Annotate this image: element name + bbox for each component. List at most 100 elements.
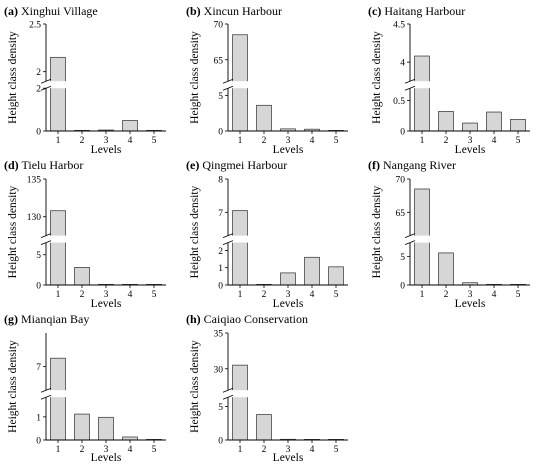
y-tick-label: 1 — [36, 413, 41, 423]
y-tick-label: 135 — [27, 176, 42, 186]
x-tick-label: 1 — [420, 290, 425, 300]
axis-break-gap — [38, 81, 72, 89]
x-tick-label: 2 — [444, 290, 449, 300]
x-tick-label: 5 — [516, 136, 521, 146]
panel-letter: (h) — [186, 312, 201, 326]
x-tick-label: 5 — [334, 290, 339, 300]
panel-title: (b) Xincun Harbour — [186, 4, 282, 18]
y-axis-title: Height class density — [371, 31, 383, 124]
panel-name: Caiqiao Conservation — [201, 312, 308, 326]
axis-break-gap — [220, 390, 254, 398]
x-axis-title: Levels — [91, 144, 122, 156]
x-tick-label: 2 — [80, 136, 85, 146]
y-tick-label: 2 — [36, 68, 41, 78]
x-tick-label: 3 — [104, 290, 109, 300]
y-tick-label: 0 — [36, 128, 41, 138]
chart-panel-e: (e) Qingmei Harbour 1 2 3 4 5 0 1 2 7 8 Levels Heigh… — [186, 158, 348, 310]
bar — [438, 252, 454, 286]
y-tick-label: 0 — [218, 282, 223, 292]
bar — [328, 266, 344, 286]
y-tick-label: 4.5 — [393, 21, 405, 31]
panel-letter: (g) — [4, 312, 18, 326]
bar — [122, 120, 138, 132]
x-tick-label: 4 — [310, 290, 315, 300]
x-tick-label: 1 — [238, 445, 243, 455]
y-axis-title: Height class density — [189, 185, 201, 278]
y-tick-label: 1 — [218, 264, 223, 274]
y-tick-label: 30 — [214, 365, 224, 375]
y-tick-label: 5 — [218, 403, 223, 413]
bar — [232, 364, 248, 441]
x-axis-title: Levels — [273, 144, 304, 156]
bar — [50, 210, 66, 286]
panel-letter: (b) — [186, 4, 201, 18]
panel-title: (d) Tielu Harbor — [4, 158, 83, 172]
x-tick-label: 1 — [56, 445, 61, 455]
panel-name: Nangang River — [380, 158, 456, 172]
x-tick-label: 3 — [286, 136, 291, 146]
y-axis-title: Height class density — [189, 340, 201, 433]
axis-break-gap — [220, 81, 254, 89]
bar — [50, 56, 66, 132]
x-tick-label: 2 — [444, 136, 449, 146]
x-tick-label: 2 — [262, 445, 267, 455]
panel-letter: (f) — [368, 158, 380, 172]
chart-panel-g: (g) Mianqian Bay 1 2 3 4 5 0 1 7 Levels Height cla… — [4, 312, 166, 464]
panel-name: Xinghui Village — [18, 4, 98, 18]
bar — [510, 118, 526, 132]
x-tick-label: 4 — [128, 136, 133, 146]
bar — [122, 436, 138, 441]
x-tick-label: 5 — [152, 136, 157, 146]
x-tick-label: 4 — [310, 136, 315, 146]
panel-letter: (a) — [4, 4, 18, 18]
y-tick-label: 70 — [214, 21, 224, 31]
bar — [280, 272, 296, 286]
panel-name: Xincun Harbour — [201, 4, 282, 18]
bar — [462, 122, 478, 132]
x-tick-label: 2 — [80, 290, 85, 300]
x-axis-title: Levels — [455, 298, 486, 310]
x-tick-label: 4 — [128, 290, 133, 300]
y-tick-label: 130 — [27, 213, 42, 223]
y-tick-label: 70 — [396, 176, 406, 186]
bar — [486, 111, 502, 132]
panel-title: (e) Qingmei Harbour — [186, 158, 287, 172]
axis-break-gap — [402, 235, 436, 243]
x-tick-label: 4 — [128, 445, 133, 455]
y-tick-label: 0 — [218, 128, 223, 138]
y-tick-label: 65 — [396, 209, 406, 219]
panel-title: (f) Nangang River — [368, 158, 456, 172]
x-tick-label: 5 — [152, 290, 157, 300]
x-tick-label: 1 — [56, 290, 61, 300]
panel-title: (g) Mianqian Bay — [4, 312, 89, 326]
axis-break-gap — [402, 81, 436, 89]
y-tick-label: 4 — [400, 59, 405, 69]
y-tick-label: 2.5 — [29, 21, 41, 31]
bar — [50, 357, 66, 441]
x-axis-title: Levels — [91, 452, 122, 464]
bar — [74, 413, 90, 441]
chart-panel-h: (h) Caiqiao Conservation 1 2 3 4 5 0 5 30 35 Level… — [186, 312, 348, 464]
y-tick-label: 2 — [218, 247, 223, 257]
x-tick-label: 5 — [152, 445, 157, 455]
y-tick-label: 8 — [218, 176, 223, 186]
y-tick-label: 0 — [218, 437, 223, 447]
y-tick-label: 65 — [214, 56, 224, 66]
chart-panel-c: (c) Haitang Harbour 1 2 3 4 5 0 0.5 4 4.5 Levels He… — [368, 4, 530, 156]
x-axis-title: Levels — [273, 298, 304, 310]
bar — [256, 414, 272, 441]
x-tick-label: 1 — [238, 290, 243, 300]
x-tick-label: 3 — [104, 445, 109, 455]
axis-break-gap — [220, 235, 254, 243]
y-tick-label: 7 — [36, 363, 41, 373]
x-axis-title: Levels — [455, 144, 486, 156]
chart-panel-a: (a) Xinghui Village 1 2 3 4 5 0 2 2 2.5 Levels Heig… — [4, 4, 166, 156]
y-tick-label: 0 — [36, 437, 41, 447]
x-tick-label: 4 — [492, 290, 497, 300]
axis-break-gap — [38, 235, 72, 243]
bar — [414, 55, 430, 132]
x-axis-title: Levels — [273, 452, 304, 464]
y-tick-label: 2 — [36, 85, 41, 95]
y-axis-title: Height class density — [7, 31, 19, 124]
